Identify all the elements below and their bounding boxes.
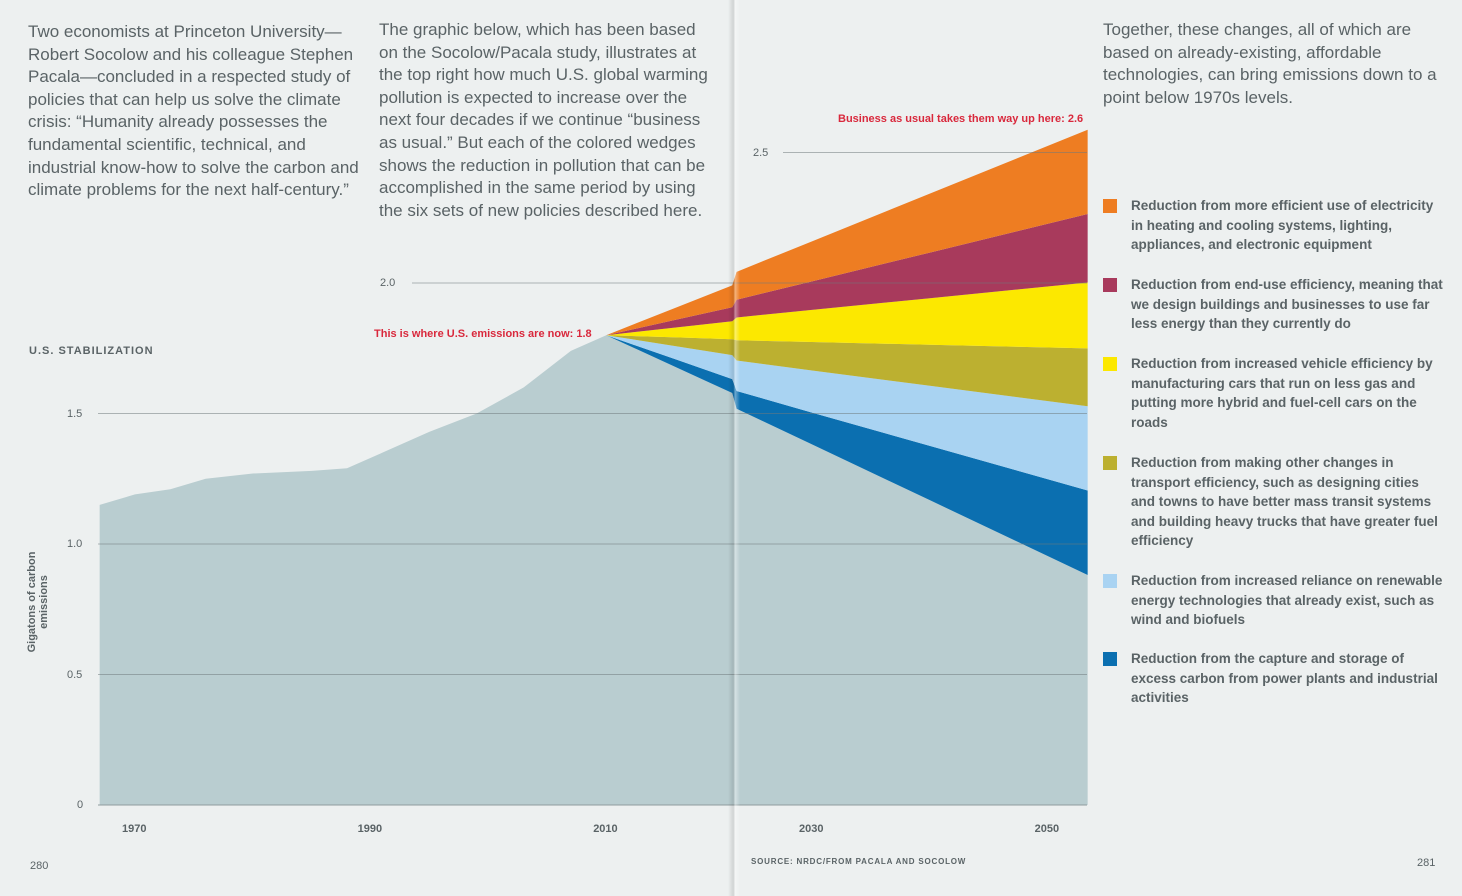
y-tick-label: 1.5 [67, 407, 83, 420]
legend-label: Reduction from increased vehicle efficie… [1131, 356, 1433, 430]
x-tick-label: 2030 [799, 823, 824, 835]
legend-label: Reduction from making other changes in t… [1131, 455, 1438, 549]
wedge-2 [606, 335, 1088, 407]
legend-swatch [1103, 199, 1117, 213]
x-tick-label: 2050 [1034, 823, 1060, 835]
book-gutter [728, 0, 740, 896]
legend-swatch [1103, 652, 1117, 666]
wedge-1 [606, 335, 1088, 491]
x-tick-label: 1990 [357, 823, 383, 835]
page-number-left: 280 [30, 860, 49, 872]
historical-and-stabilized-area [99, 335, 1088, 805]
bau-annotation: Business as usual takes them way up here… [838, 113, 1084, 125]
y-tick-label: 2.0 [380, 277, 396, 289]
wedge-3 [606, 282, 1088, 349]
x-tick-label: 2010 [593, 823, 618, 835]
y-tick-label: 0.5 [67, 668, 83, 681]
y-tick-label: 1.0 [67, 538, 83, 550]
legend-swatch [1103, 357, 1117, 371]
legend-label: Reduction from more efficient use of ele… [1131, 198, 1434, 253]
intro-text-2: The graphic below, which has been based … [379, 20, 708, 220]
wedge-5 [606, 129, 1088, 336]
wedge-0 [606, 335, 1088, 575]
x-tick-label: 1970 [122, 823, 147, 835]
page-number-right: 281 [1417, 857, 1436, 869]
legend-swatch [1103, 278, 1117, 292]
y-tick-label: 0 [77, 799, 84, 811]
wedge-4 [606, 213, 1088, 336]
legend-label: Reduction from the capture and storage o… [1131, 651, 1438, 706]
y-tick-label: 2.5 [753, 146, 769, 159]
intro-text-1: Two economists at Princeton University—R… [28, 22, 359, 200]
legend-label: Reduction from increased reliance on ren… [1131, 573, 1443, 628]
now-annotation: This is where U.S. emissions are now: 1.… [374, 328, 592, 340]
legend-swatch [1103, 574, 1117, 588]
source-note: SOURCE: NRDC/FROM PACALA AND SOCOLOW [751, 857, 967, 866]
legend-label: Reduction from end-use efficiency, meani… [1131, 277, 1443, 332]
y-axis-label: Gigatons of carbon emissions [26, 551, 50, 653]
conclusion-text: Together, these changes, all of which ar… [1103, 20, 1437, 107]
legend-swatch [1103, 456, 1117, 470]
chart-title: U.S. STABILIZATION [29, 345, 154, 357]
